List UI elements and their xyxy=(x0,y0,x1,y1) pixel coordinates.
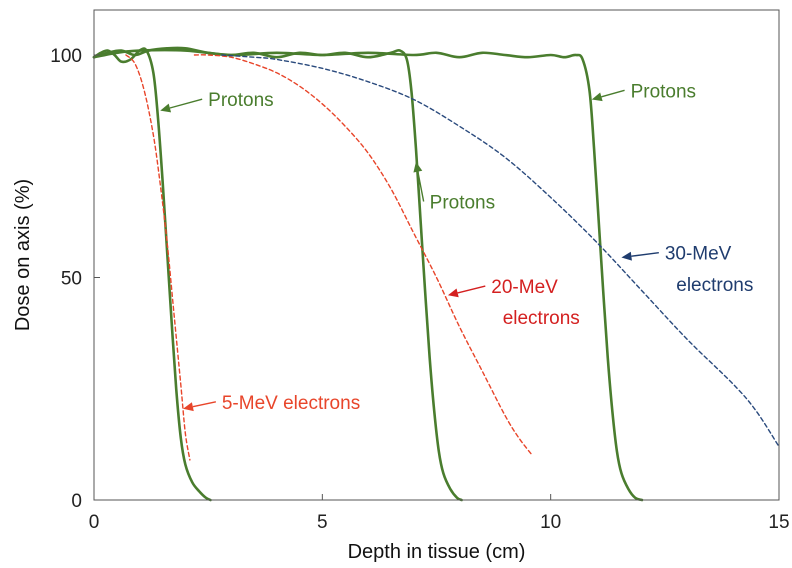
electron-dose-curve xyxy=(125,54,191,461)
y-axis-title: Dose on axis (%) xyxy=(12,179,34,331)
x-tick-label: 0 xyxy=(89,512,100,533)
annotation-label: 5-MeV electrons xyxy=(222,393,360,414)
annotation-label: electrons xyxy=(503,308,580,329)
x-axis-title: Depth in tissue (cm) xyxy=(348,541,526,563)
proton-dose-curve xyxy=(92,47,212,502)
annotation-arrowhead xyxy=(447,288,459,298)
annotation-arrow-line xyxy=(417,171,425,202)
annotation-arrow-line xyxy=(192,401,217,408)
y-tick-label: 0 xyxy=(71,491,82,512)
annotation-label: electrons xyxy=(676,275,753,296)
annotation-arrowhead xyxy=(413,161,423,173)
annotation-layer: Protons Protons Protons 5-MeV electrons 20-M… xyxy=(160,81,753,414)
electron-dose-curve xyxy=(193,54,534,457)
plot-frame xyxy=(93,9,780,501)
annotation-label: 30-MeV xyxy=(665,244,732,265)
annotation-arrowhead xyxy=(621,251,632,261)
annotation-arrowhead xyxy=(160,103,172,113)
electron-dose-curve xyxy=(221,54,780,448)
annotation-arrowhead xyxy=(183,402,194,412)
x-tick-label: 5 xyxy=(317,512,328,533)
annotation-label: Protons xyxy=(430,193,495,214)
annotation-arrow-line xyxy=(631,252,659,257)
annotation-label: Protons xyxy=(208,90,273,111)
y-tick-label: 50 xyxy=(61,269,82,290)
annotation-label: 20-MeV xyxy=(491,277,558,298)
proton-dose-curve xyxy=(92,46,463,502)
proton-dose-curve xyxy=(92,48,644,502)
annotation-arrow-line xyxy=(601,89,625,98)
tick-layer: 0 5 10 15 0 50 100 xyxy=(50,46,789,533)
y-tick-label: 100 xyxy=(50,46,82,67)
x-tick-label: 10 xyxy=(540,512,561,533)
annotation-label: Protons xyxy=(631,81,696,102)
annotation-arrowhead xyxy=(591,92,603,102)
annotation-arrow-line xyxy=(169,98,203,109)
x-tick-label: 15 xyxy=(768,512,789,533)
series-layer xyxy=(92,46,780,502)
annotation-arrow-line xyxy=(457,285,486,294)
